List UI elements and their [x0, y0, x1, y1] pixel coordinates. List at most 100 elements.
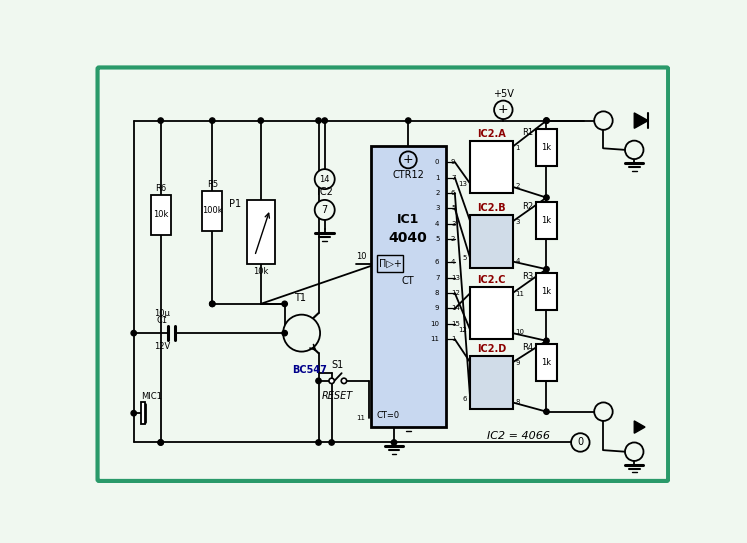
Text: 11: 11: [430, 336, 439, 342]
Circle shape: [314, 169, 335, 189]
Text: 5: 5: [451, 205, 456, 211]
Text: 12V: 12V: [154, 343, 170, 351]
Text: 4: 4: [515, 258, 520, 264]
Text: C1: C1: [157, 315, 168, 325]
Text: 10µ: 10µ: [155, 308, 170, 318]
Text: R3: R3: [522, 273, 533, 281]
Bar: [536, 202, 557, 239]
Bar: [470, 356, 512, 408]
Circle shape: [210, 118, 215, 123]
Text: 9: 9: [451, 159, 456, 165]
Text: 1: 1: [515, 144, 520, 150]
Text: 6: 6: [451, 190, 456, 196]
Bar: [247, 200, 275, 264]
Text: 4: 4: [435, 221, 439, 227]
Text: 9: 9: [515, 360, 520, 366]
Circle shape: [594, 111, 613, 130]
Text: 11: 11: [515, 291, 524, 297]
Text: 8: 8: [435, 290, 439, 296]
FancyBboxPatch shape: [98, 67, 668, 481]
Circle shape: [131, 411, 137, 416]
Text: BC547: BC547: [292, 365, 326, 375]
Circle shape: [544, 267, 549, 272]
Text: 14: 14: [451, 306, 460, 312]
Text: R5: R5: [207, 180, 218, 189]
Text: 8: 8: [515, 399, 520, 405]
Text: 3: 3: [435, 205, 439, 211]
Circle shape: [210, 301, 215, 307]
Text: 3: 3: [515, 219, 520, 225]
Text: R2: R2: [522, 201, 533, 211]
Text: 5: 5: [435, 236, 439, 242]
Polygon shape: [634, 421, 645, 433]
Text: 10k: 10k: [253, 267, 268, 276]
Bar: [470, 216, 512, 268]
Bar: [141, 402, 146, 424]
Circle shape: [283, 314, 320, 352]
Text: 5: 5: [463, 255, 467, 261]
Text: 2: 2: [435, 190, 439, 196]
Text: IC2 = 4066: IC2 = 4066: [487, 431, 551, 441]
Text: 1: 1: [435, 175, 439, 181]
Bar: [470, 287, 512, 339]
Bar: [470, 141, 512, 193]
Text: IC2.B: IC2.B: [477, 204, 506, 213]
Circle shape: [322, 118, 327, 123]
Bar: [202, 191, 223, 231]
Text: 15: 15: [451, 321, 460, 327]
Circle shape: [210, 301, 215, 307]
Text: RESET: RESET: [322, 392, 353, 401]
Circle shape: [571, 433, 589, 452]
Circle shape: [316, 118, 321, 123]
Text: 0: 0: [577, 438, 583, 447]
Text: 10: 10: [356, 251, 367, 261]
Text: 0: 0: [435, 159, 439, 165]
Circle shape: [316, 440, 321, 445]
Circle shape: [544, 195, 549, 200]
Polygon shape: [634, 113, 648, 128]
Text: 9: 9: [435, 306, 439, 312]
Text: R6: R6: [155, 184, 167, 193]
Text: Π▷+: Π▷+: [379, 259, 402, 269]
Text: 13: 13: [458, 181, 467, 187]
Text: +5V: +5V: [493, 90, 514, 99]
Text: 2: 2: [451, 236, 456, 242]
Text: 13: 13: [451, 275, 460, 281]
Text: 10: 10: [430, 321, 439, 327]
Text: +: +: [403, 153, 414, 166]
Circle shape: [544, 118, 549, 123]
Circle shape: [625, 141, 643, 159]
Circle shape: [329, 440, 335, 445]
Text: 1k: 1k: [542, 216, 551, 225]
Circle shape: [544, 118, 549, 123]
Text: +: +: [498, 103, 509, 116]
Circle shape: [158, 440, 164, 445]
Bar: [377, 255, 403, 272]
Bar: [536, 129, 557, 166]
Circle shape: [282, 301, 288, 307]
Text: 6: 6: [435, 259, 439, 266]
Text: 100k: 100k: [202, 206, 223, 215]
Text: 6: 6: [462, 396, 467, 402]
Text: 7: 7: [321, 205, 328, 215]
Text: 14: 14: [320, 175, 330, 184]
Text: 3: 3: [451, 221, 456, 227]
Circle shape: [594, 402, 613, 421]
Text: 12: 12: [451, 290, 460, 296]
Circle shape: [400, 151, 417, 168]
Circle shape: [544, 409, 549, 414]
Text: IC1: IC1: [397, 213, 419, 226]
Circle shape: [625, 443, 643, 461]
Text: IC2.D: IC2.D: [477, 344, 506, 354]
Circle shape: [341, 378, 347, 383]
Text: 1: 1: [451, 336, 456, 342]
Text: CTR12: CTR12: [392, 171, 424, 180]
Text: CT=0: CT=0: [376, 411, 400, 420]
Text: CT: CT: [402, 276, 415, 286]
Text: 2: 2: [515, 183, 520, 189]
Text: 10: 10: [515, 330, 524, 336]
Text: 10k: 10k: [153, 210, 168, 219]
Text: 7: 7: [435, 275, 439, 281]
Bar: [536, 344, 557, 381]
Bar: [151, 194, 171, 235]
